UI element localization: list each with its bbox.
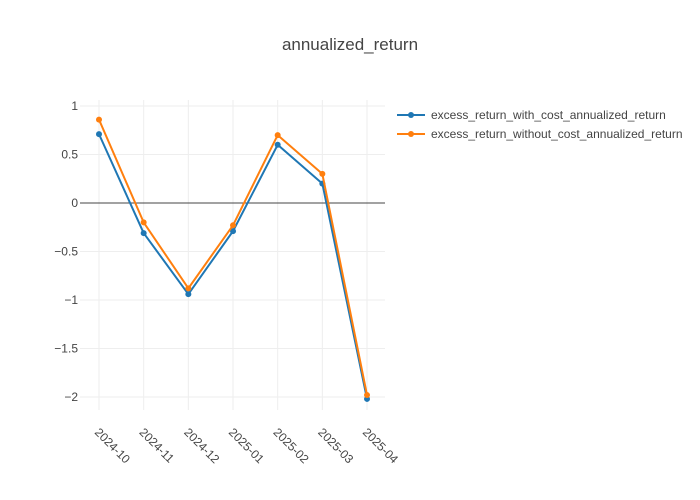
data-point[interactable] — [230, 228, 237, 235]
series-with-cost — [96, 131, 371, 402]
x-tick-label: 2025-02 — [271, 425, 312, 466]
x-tick-label: 2025-01 — [226, 425, 267, 466]
legend-swatch-marker — [408, 131, 414, 137]
x-tick-label: 2024-10 — [92, 425, 133, 466]
chart-title: annualized_return — [282, 35, 418, 54]
y-tick-label: 0 — [71, 196, 78, 210]
x-tick-label: 2024-11 — [137, 425, 178, 466]
legend-swatch-marker — [408, 112, 414, 118]
data-point[interactable] — [319, 170, 326, 177]
x-tick-label: 2024-12 — [181, 425, 222, 466]
legend-label: excess_return_with_cost_annualized_retur… — [431, 108, 666, 122]
data-point[interactable] — [185, 285, 192, 292]
legend-item[interactable]: excess_return_with_cost_annualized_retur… — [397, 108, 666, 122]
legend-label: excess_return_without_cost_annualized_re… — [431, 127, 683, 141]
data-point[interactable] — [140, 219, 147, 226]
data-point[interactable] — [230, 222, 237, 229]
y-tick-label: 0.5 — [61, 148, 78, 162]
data-point[interactable] — [96, 131, 102, 138]
y-tick-label: −2 — [64, 390, 78, 404]
y-tick-label: −1 — [64, 293, 78, 307]
data-point[interactable] — [185, 291, 192, 298]
x-tick-label: 2025-04 — [360, 425, 401, 466]
y-tick-label: −1.5 — [54, 342, 78, 356]
grid — [80, 100, 385, 410]
y-axis-ticks: 1 0.5 0 −0.5 −1 −1.5 −2 — [54, 99, 78, 404]
x-axis-ticks: 2024-10 2024-11 2024-12 2025-01 2025-02 2025-… — [92, 425, 401, 466]
series-without-cost — [96, 116, 371, 399]
y-tick-label: −0.5 — [54, 245, 78, 259]
legend[interactable]: excess_return_with_cost_annualized_retur… — [397, 108, 683, 141]
data-point[interactable] — [140, 230, 147, 237]
legend-item[interactable]: excess_return_without_cost_annualized_re… — [397, 127, 683, 141]
plot-series — [96, 116, 371, 402]
data-point[interactable] — [274, 141, 281, 148]
y-tick-label: 1 — [71, 99, 78, 113]
x-tick-label: 2025-03 — [315, 425, 356, 466]
data-point[interactable] — [96, 116, 102, 123]
data-point[interactable] — [274, 132, 281, 139]
data-point[interactable] — [364, 392, 371, 399]
